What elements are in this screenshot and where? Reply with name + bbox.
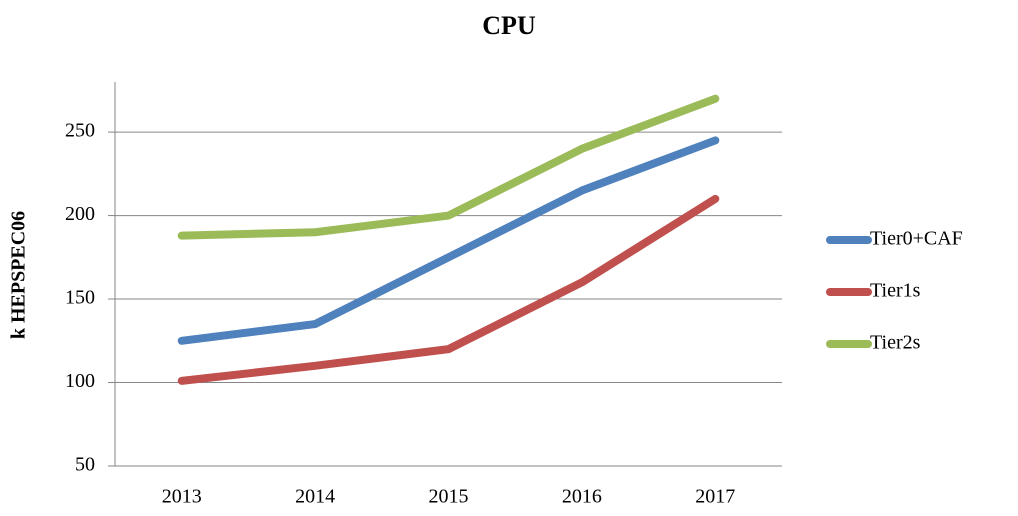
y-tick-label: 200 xyxy=(65,203,95,225)
x-tick-label: 2017 xyxy=(695,486,735,508)
y-tick-label: 250 xyxy=(65,120,95,142)
series-line xyxy=(177,194,720,385)
y-tick-label: 50 xyxy=(75,454,95,476)
legend-label: Tier2s xyxy=(870,332,921,354)
x-tick-label: 2015 xyxy=(429,486,469,508)
y-tick-label: 150 xyxy=(65,287,95,309)
chart-title: CPU xyxy=(482,11,536,40)
x-tick-label: 2013 xyxy=(162,486,202,508)
series-line xyxy=(177,94,720,240)
x-tick-label: 2014 xyxy=(295,486,335,508)
y-axis-title: k HEPSPEC06 xyxy=(8,211,30,339)
legend-label: Tier0+CAF xyxy=(870,228,963,250)
x-tick-label: 2016 xyxy=(562,486,602,508)
series-line xyxy=(177,136,720,345)
legend-label: Tier1s xyxy=(870,280,921,302)
y-tick-label: 100 xyxy=(65,370,95,392)
